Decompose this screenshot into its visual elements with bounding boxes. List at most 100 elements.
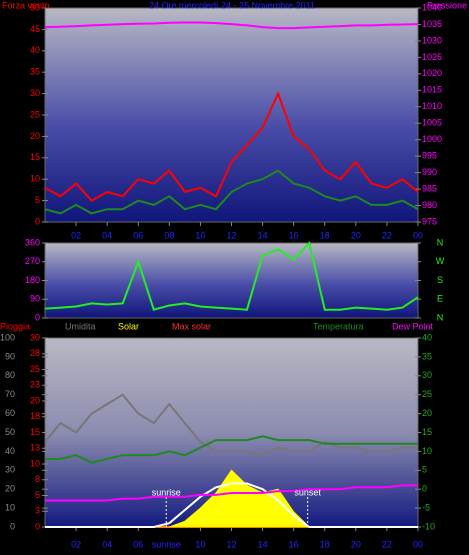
x-tick-label: 02 <box>71 230 81 240</box>
line <box>44 90 419 202</box>
x-tick-label: 20 <box>351 230 361 240</box>
x-tick-label: 14 <box>258 230 268 240</box>
y2-tick-label: 1000 <box>422 134 442 144</box>
y3-tick-label: 3 <box>35 506 40 516</box>
y2-tick-label: 1010 <box>422 101 442 111</box>
y-tick-label: 40 <box>5 446 15 456</box>
y2-tick-label: 990 <box>422 167 437 177</box>
y3-tick-label: 25 <box>30 364 40 374</box>
y-tick-label: 360 <box>25 237 40 247</box>
x-tick-label: 20 <box>351 539 361 549</box>
y-tick-label: 270 <box>25 256 40 266</box>
y-tick-label: 90 <box>5 351 15 361</box>
legend-label: Forza vento <box>2 0 50 10</box>
y2-tick-label: 1005 <box>422 118 442 128</box>
y2-tick-label: 1030 <box>422 35 442 45</box>
x-tick-label: 06 <box>133 539 143 549</box>
line <box>44 393 418 457</box>
x-tick-label: 04 <box>102 230 112 240</box>
legend-label: Umidita <box>65 321 96 331</box>
x-tick-label: 04 <box>102 539 112 549</box>
y-tick-label: 10 <box>30 174 40 184</box>
x-tick-label: 10 <box>195 230 205 240</box>
y-tick-label: 0 <box>35 312 40 322</box>
x-tick-label: 12 <box>226 230 236 240</box>
x-tick-label: 22 <box>382 539 392 549</box>
y-tick-label: 5 <box>35 195 40 205</box>
y2-tick-label: N <box>437 312 444 322</box>
x-tick-label: 06 <box>133 230 143 240</box>
y2-tick-label: 20 <box>422 408 432 418</box>
line <box>44 169 419 215</box>
x-tick-label: 00 <box>413 539 423 549</box>
y-tick-label: 15 <box>30 152 40 162</box>
x-tick-label: 16 <box>289 539 299 549</box>
chart-title: 24 Ore mercoledì 24 - 25 Novembre 2011 <box>149 0 315 10</box>
legend-label: Pressione <box>427 0 467 10</box>
y2-tick-label: 1025 <box>422 52 442 62</box>
annotation: sunset <box>294 487 321 497</box>
y-tick-label: 80 <box>5 370 15 380</box>
y2-tick-label: 25 <box>422 389 432 399</box>
line <box>45 484 418 502</box>
y2-tick-label: 1020 <box>422 68 442 78</box>
y2-tick-label: 1040 <box>422 2 442 12</box>
legend-label: Dew Point <box>392 321 434 331</box>
line <box>45 435 418 464</box>
y-tick-label: 25 <box>30 109 40 119</box>
legend-label: Max solar <box>172 321 211 331</box>
y2-tick-label: 1015 <box>422 85 442 95</box>
y-tick-label: 35 <box>30 67 40 77</box>
x-tick-label: 12 <box>226 539 236 549</box>
y-tick-label: 100 <box>0 332 15 342</box>
y3-tick-label: 15 <box>30 427 40 437</box>
x-tick-label: 08 <box>164 230 174 240</box>
x-tick-label: 10 <box>195 539 205 549</box>
y2-tick-label: 995 <box>422 151 437 161</box>
y-tick-label: 180 <box>25 275 40 285</box>
y-tick-label: 30 <box>5 465 15 475</box>
y2-tick-label: 1035 <box>422 19 442 29</box>
y3-tick-label: 10 <box>30 458 40 468</box>
y2-tick-label: E <box>437 294 443 304</box>
line <box>45 482 418 528</box>
legend-label: Solar <box>118 321 139 331</box>
y-tick-label: 50 <box>5 427 15 437</box>
x-tick-label: 18 <box>320 230 330 240</box>
y3-tick-label: 5 <box>35 490 40 500</box>
y2-tick-label: 980 <box>422 200 437 210</box>
y2-tick-label: 975 <box>422 216 437 226</box>
y2-tick-label: 10 <box>422 446 432 456</box>
y-tick-label: 45 <box>30 24 40 34</box>
legend-label: Pioggia <box>0 321 30 331</box>
x-tick-label: 18 <box>320 539 330 549</box>
y-tick-label: 20 <box>30 131 40 141</box>
y2-tick-label: 40 <box>422 332 432 342</box>
y-tick-label: 50 <box>30 2 40 12</box>
y2-tick-label: 5 <box>422 465 427 475</box>
y2-tick-label: S <box>437 275 443 285</box>
y-tick-label: 10 <box>5 502 15 512</box>
y-tick-label: 40 <box>30 45 40 55</box>
y3-tick-label: 13 <box>30 443 40 453</box>
y3-tick-label: 20 <box>30 395 40 405</box>
y-tick-label: 0 <box>10 521 15 531</box>
y2-tick-label: 985 <box>422 183 437 193</box>
y-tick-label: 90 <box>30 294 40 304</box>
y-tick-label: 0 <box>35 216 40 226</box>
y-tick-label: 60 <box>5 408 15 418</box>
x-tick-label: 16 <box>289 230 299 240</box>
plot-area <box>44 242 419 319</box>
y3-tick-label: 8 <box>35 474 40 484</box>
x-tick-label: 22 <box>382 230 392 240</box>
legend-label: Temperatura <box>313 321 364 331</box>
y2-tick-label: 30 <box>422 370 432 380</box>
y3-tick-label: 0 <box>35 521 40 531</box>
annotation: sunrise <box>152 539 181 549</box>
y2-tick-label: N <box>437 237 444 247</box>
x-tick-label: 14 <box>258 539 268 549</box>
y2-tick-label: 0 <box>422 484 427 494</box>
y2-tick-label: 15 <box>422 427 432 437</box>
y2-tick-label: W <box>436 256 445 266</box>
